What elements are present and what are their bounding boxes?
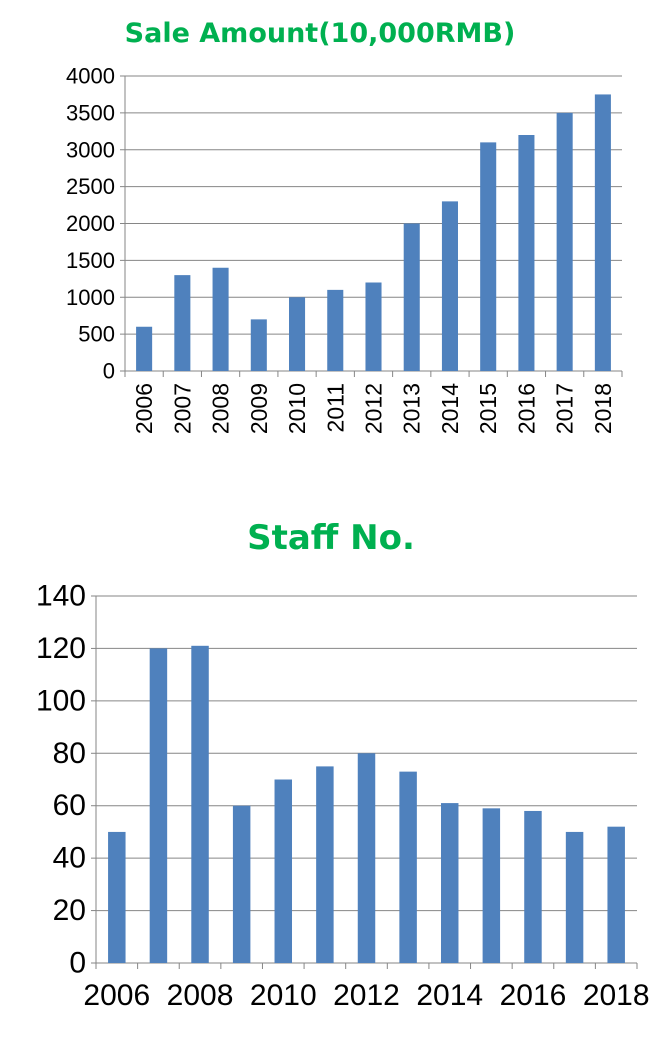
bar-2017	[565, 831, 584, 963]
x-tick-label: 2008	[167, 979, 234, 1012]
bar-2011	[327, 289, 344, 371]
bar-2010	[289, 297, 306, 371]
bar-2008	[212, 267, 229, 371]
bar-2009	[232, 805, 251, 963]
bar-2017	[556, 112, 573, 371]
y-tick-label: 120	[36, 632, 86, 665]
bar-2014	[440, 803, 459, 963]
bar-2012	[357, 753, 376, 963]
x-tick-label: 2013	[399, 383, 425, 434]
bar-2018	[607, 826, 625, 963]
x-tick-label: 2010	[250, 979, 317, 1012]
chart-title-sale-amount: Sale Amount(10,000RMB)	[124, 18, 516, 49]
bar-2009	[250, 319, 267, 371]
y-tick-label: 2500	[66, 174, 115, 199]
bar-2013	[399, 771, 417, 963]
chart-title-staff-no: Staff No.	[247, 518, 415, 558]
bar-2018	[594, 94, 611, 371]
bar-2012	[365, 282, 382, 371]
x-tick-label: 2014	[437, 383, 463, 434]
x-tick-label: 2016	[513, 383, 539, 434]
y-tick-label: 3500	[66, 100, 115, 125]
bar-2016	[518, 135, 535, 371]
bar-2011	[316, 766, 334, 963]
x-tick-label: 2006	[83, 979, 150, 1012]
bar-2013	[403, 223, 420, 371]
x-tick-label: 2015	[475, 383, 501, 434]
bar-2014	[441, 201, 458, 371]
x-tick-label: 2012	[361, 383, 387, 434]
y-tick-label: 2000	[66, 211, 115, 236]
y-tick-label: 20	[53, 894, 86, 927]
y-tick-label: 80	[53, 737, 86, 770]
sale-amount-chart: 0 500 1000 1500 2000 2500 3000 3500 4000 2006 2007…	[66, 64, 623, 434]
staff-no-chart: 0 20 40 60 80 100 120 140 2006 2008 2010 2012 2014 20…	[36, 580, 650, 1013]
y-tick-label: 4000	[66, 64, 115, 89]
y-tick-label: 140	[36, 580, 86, 613]
x-tick-label: 2018	[590, 383, 616, 434]
y-tick-label: 0	[69, 947, 86, 980]
bar-2006	[108, 831, 126, 963]
x-tick-label: 2007	[169, 383, 195, 434]
y-tick-label: 40	[53, 842, 86, 875]
y-tick-label: 3000	[66, 137, 115, 162]
bar-2007	[149, 648, 168, 963]
x-tick-label: 2018	[583, 979, 650, 1012]
bar-2008	[191, 645, 209, 963]
y-tick-label: 100	[36, 684, 86, 717]
x-tick-label: 2008	[208, 383, 234, 434]
x-tick-label: 2006	[131, 383, 157, 434]
x-tick-label: 2016	[500, 979, 567, 1012]
x-tick-label: 2010	[284, 383, 310, 434]
x-tick-label: 2017	[552, 383, 578, 434]
bar-2016	[524, 810, 542, 963]
x-tick-label: 2012	[333, 979, 400, 1012]
y-tick-label: 500	[78, 322, 115, 347]
y-tick-label: 1500	[66, 248, 115, 273]
x-tick-label: 2009	[246, 383, 272, 434]
x-tick-label: 2011	[322, 383, 348, 432]
bar-2010	[274, 779, 293, 963]
y-tick-label: 60	[53, 789, 86, 822]
y-tick-label: 0	[103, 359, 115, 384]
bar-2015	[482, 808, 501, 963]
bar-2015	[480, 142, 497, 371]
bar-2007	[174, 275, 191, 371]
bar-2006	[136, 326, 153, 371]
x-tick-label: 2014	[416, 979, 483, 1012]
y-tick-label: 1000	[66, 285, 115, 310]
